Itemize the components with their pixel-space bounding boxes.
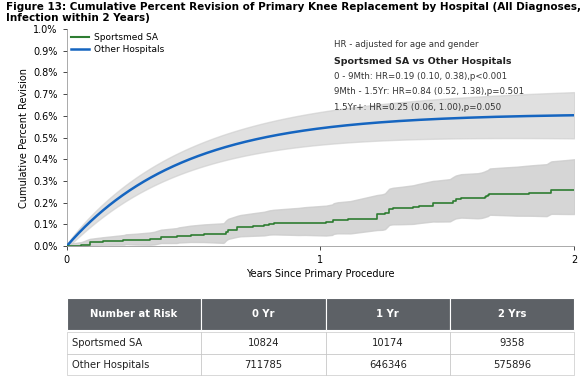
- Text: 575896: 575896: [493, 360, 531, 370]
- Text: Number at Risk: Number at Risk: [90, 309, 177, 319]
- Text: 2 Yrs: 2 Yrs: [498, 309, 526, 319]
- Text: 10174: 10174: [372, 338, 404, 348]
- Text: Other Hospitals: Other Hospitals: [72, 360, 149, 370]
- Bar: [67, 298, 201, 330]
- X-axis label: Years Since Primary Procedure: Years Since Primary Procedure: [246, 270, 395, 280]
- Bar: [201, 354, 325, 375]
- Bar: [450, 354, 574, 375]
- Bar: [201, 332, 325, 354]
- Text: 9Mth - 1.5Yr: HR=0.84 (0.52, 1.38),p=0.501: 9Mth - 1.5Yr: HR=0.84 (0.52, 1.38),p=0.5…: [334, 87, 524, 96]
- Text: Sportsmed SA: Sportsmed SA: [72, 338, 142, 348]
- Text: Sportsmed SA vs Other Hospitals: Sportsmed SA vs Other Hospitals: [334, 57, 511, 65]
- Text: 646346: 646346: [369, 360, 407, 370]
- Bar: [67, 332, 201, 354]
- Text: 1.5Yr+: HR=0.25 (0.06, 1.00),p=0.050: 1.5Yr+: HR=0.25 (0.06, 1.00),p=0.050: [334, 103, 501, 112]
- Text: 1 Yr: 1 Yr: [376, 309, 399, 319]
- Text: 0 - 9Mth: HR=0.19 (0.10, 0.38),p<0.001: 0 - 9Mth: HR=0.19 (0.10, 0.38),p<0.001: [334, 72, 506, 81]
- Text: 10824: 10824: [248, 338, 279, 348]
- Bar: [325, 298, 450, 330]
- Bar: [325, 332, 450, 354]
- Text: 9358: 9358: [499, 338, 525, 348]
- Bar: [201, 298, 325, 330]
- Bar: [450, 298, 574, 330]
- Text: 0 Yr: 0 Yr: [252, 309, 274, 319]
- Text: HR - adjusted for age and gender: HR - adjusted for age and gender: [334, 40, 478, 49]
- Bar: [325, 354, 450, 375]
- Text: Figure 13: Cumulative Percent Revision of Primary Knee Replacement by Hospital (: Figure 13: Cumulative Percent Revision o…: [6, 2, 580, 12]
- Legend: Sportsmed SA, Other Hospitals: Sportsmed SA, Other Hospitals: [71, 33, 164, 54]
- Text: Infection within 2 Years): Infection within 2 Years): [6, 13, 150, 23]
- Bar: [450, 332, 574, 354]
- Text: 711785: 711785: [244, 360, 282, 370]
- Y-axis label: Cumulative Percent Revision: Cumulative Percent Revision: [19, 67, 29, 208]
- Bar: [67, 354, 201, 375]
